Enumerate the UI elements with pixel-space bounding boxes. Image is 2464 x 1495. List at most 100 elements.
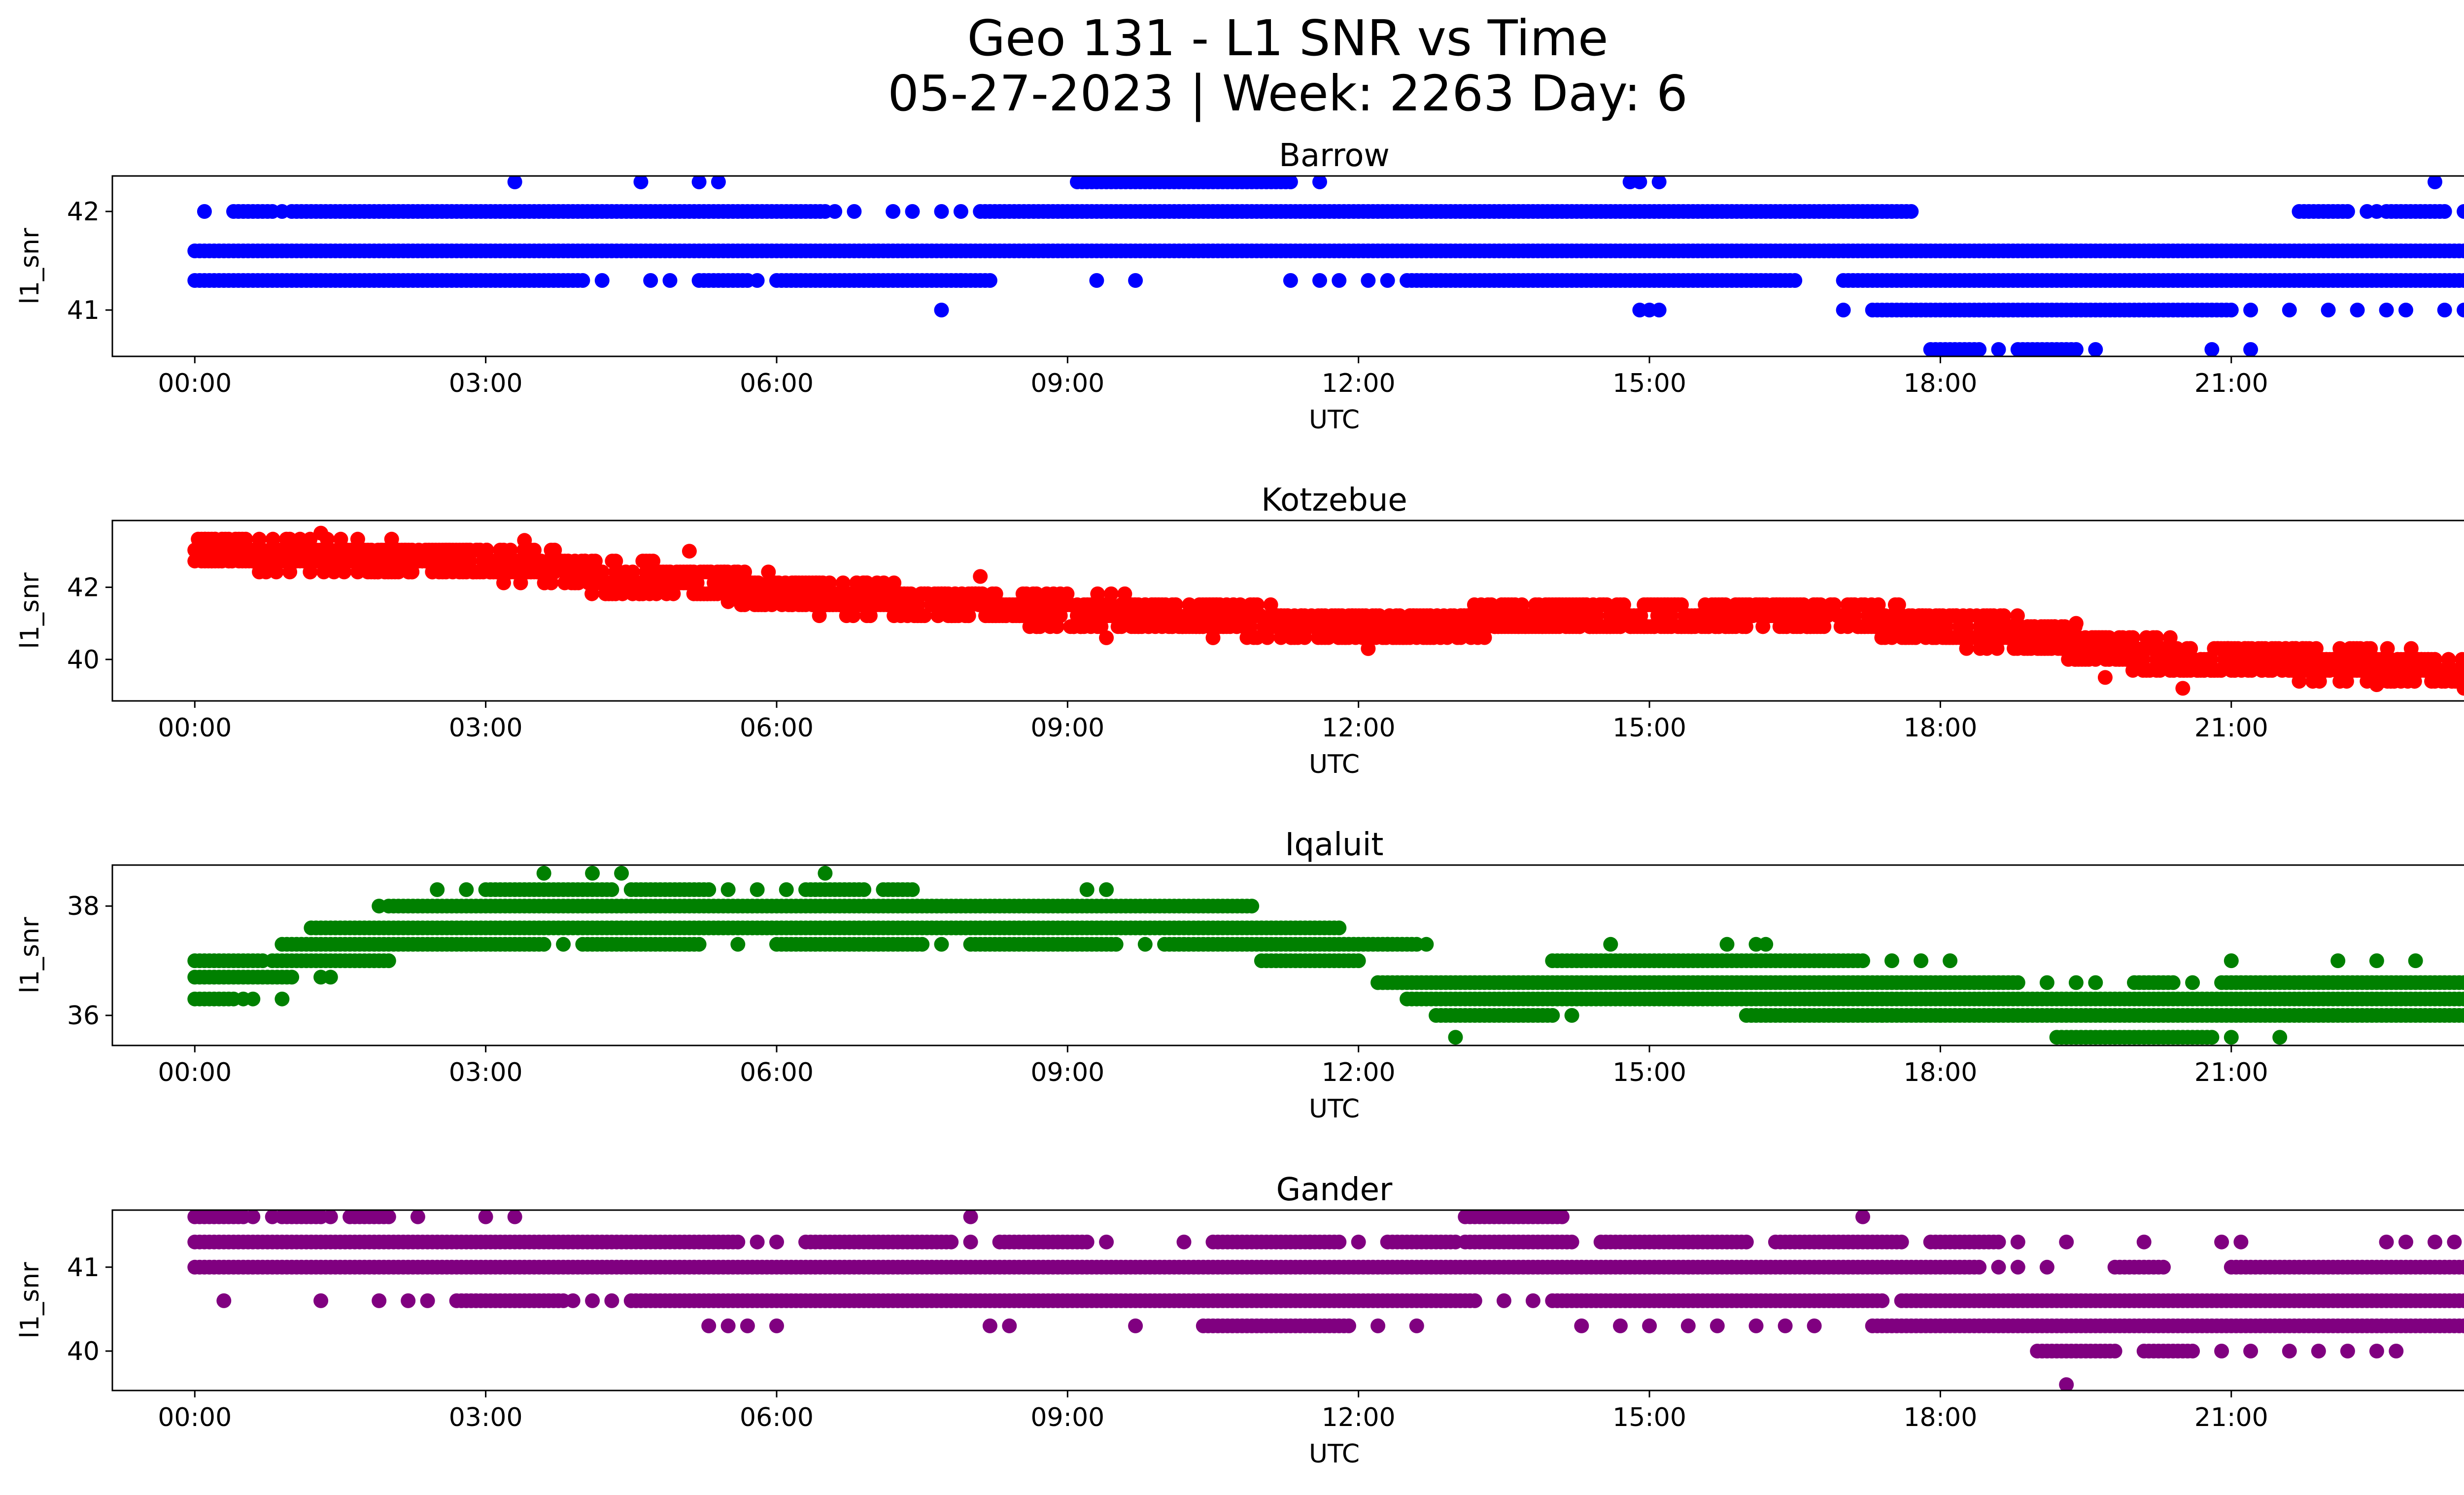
subplot-title: Iqaluit: [1285, 827, 1384, 863]
y-tick-label: 41: [67, 296, 100, 325]
data-point: [691, 176, 707, 189]
data-point: [1089, 273, 1104, 288]
data-point: [1484, 597, 1499, 612]
data-point: [1108, 937, 1124, 952]
series-points: [187, 525, 2464, 696]
data-point: [513, 575, 528, 591]
data-point: [2457, 681, 2464, 696]
data-point: [1796, 597, 1811, 612]
data-point: [2224, 303, 2239, 317]
data-point: [2204, 342, 2220, 356]
series-points: [187, 176, 2464, 356]
data-point: [2461, 1009, 2464, 1021]
data-point: [1250, 630, 1265, 645]
data-point: [2461, 977, 2464, 988]
data-point: [2243, 342, 2259, 356]
data-point: [1651, 176, 1667, 189]
data-point: [2461, 206, 2464, 217]
figure-title-line-1: Geo 131 - L1 SNR vs Time: [967, 9, 1608, 67]
data-point: [1380, 273, 1395, 288]
data-point: [2457, 243, 2464, 258]
data-point: [372, 899, 387, 914]
data-point: [1758, 937, 1774, 952]
data-point: [1332, 920, 1347, 936]
data-point: [2204, 1030, 2220, 1045]
data-point: [846, 608, 861, 624]
data-point: [1312, 176, 1327, 189]
data-point: [973, 569, 988, 584]
data-point: [2185, 975, 2200, 990]
data-point: [479, 543, 494, 557]
data-point: [1632, 176, 1647, 189]
data-point: [2428, 176, 2442, 189]
data-point: [982, 273, 997, 288]
data-point: [730, 937, 746, 952]
data-point: [1943, 953, 1958, 969]
data-point: [827, 204, 843, 219]
data-point: [2165, 975, 2181, 990]
data-point: [2010, 975, 2025, 990]
data-point: [2224, 953, 2239, 969]
y-tick-label: 42: [67, 573, 100, 602]
data-point: [1904, 204, 1919, 219]
data-point: [2162, 630, 2178, 645]
x-tick-label: 21:00: [2194, 713, 2268, 743]
data-point: [274, 204, 290, 219]
data-point: [2437, 303, 2452, 317]
x-tick-label: 09:00: [1030, 713, 1104, 743]
data-point: [934, 204, 949, 219]
x-axis-label: UTC: [1309, 750, 1360, 779]
y-tick-label: 40: [67, 645, 100, 675]
x-tick-label: 00:00: [158, 713, 232, 743]
data-point: [1545, 1008, 1560, 1023]
data-point: [934, 303, 949, 317]
data-point: [691, 937, 707, 952]
data-point: [953, 273, 968, 288]
x-tick-label: 06:00: [740, 369, 814, 398]
data-point: [1099, 630, 1114, 645]
data-point: [2408, 953, 2423, 969]
data-point: [2243, 303, 2259, 317]
data-point: [720, 594, 736, 609]
axes-frame: [111, 520, 2464, 702]
data-point: [2457, 303, 2464, 317]
data-point: [381, 953, 396, 969]
data-point: [2057, 619, 2073, 634]
data-point: [1137, 937, 1153, 952]
data-point: [2088, 342, 2103, 356]
axes-frame: [111, 175, 2464, 357]
data-point: [1448, 1030, 1463, 1045]
data-point: [2149, 630, 2164, 645]
x-tick-label: 15:00: [1612, 713, 1686, 743]
data-point: [1836, 303, 1851, 317]
data-point: [1564, 1008, 1579, 1023]
data-point: [2437, 204, 2452, 219]
data-point: [934, 937, 949, 952]
data-point: [750, 273, 765, 288]
data-point: [915, 937, 930, 952]
data-point: [2272, 1030, 2288, 1045]
x-tick-label: 12:00: [1322, 713, 1396, 743]
x-tick-label: 15:00: [1612, 369, 1686, 398]
x-tick-label: 18:00: [1903, 713, 1977, 743]
data-point: [2369, 204, 2384, 219]
data-point: [1090, 586, 1105, 601]
y-tick-label: 42: [67, 197, 100, 227]
x-axis-label: UTC: [1309, 405, 1360, 435]
data-point: [2457, 991, 2464, 1007]
data-point: [556, 937, 571, 952]
x-tick-label: 06:00: [740, 713, 814, 743]
x-tick-label: 03:00: [449, 369, 523, 398]
data-point: [313, 525, 329, 541]
data-point: [2363, 641, 2378, 656]
data-point: [2457, 975, 2464, 990]
data-point: [594, 273, 610, 288]
data-point: [1855, 953, 1870, 969]
data-point: [507, 176, 522, 189]
data-point: [2340, 204, 2355, 219]
data-point: [2282, 303, 2297, 317]
data-point: [245, 991, 261, 1007]
data-point: [2321, 303, 2336, 317]
